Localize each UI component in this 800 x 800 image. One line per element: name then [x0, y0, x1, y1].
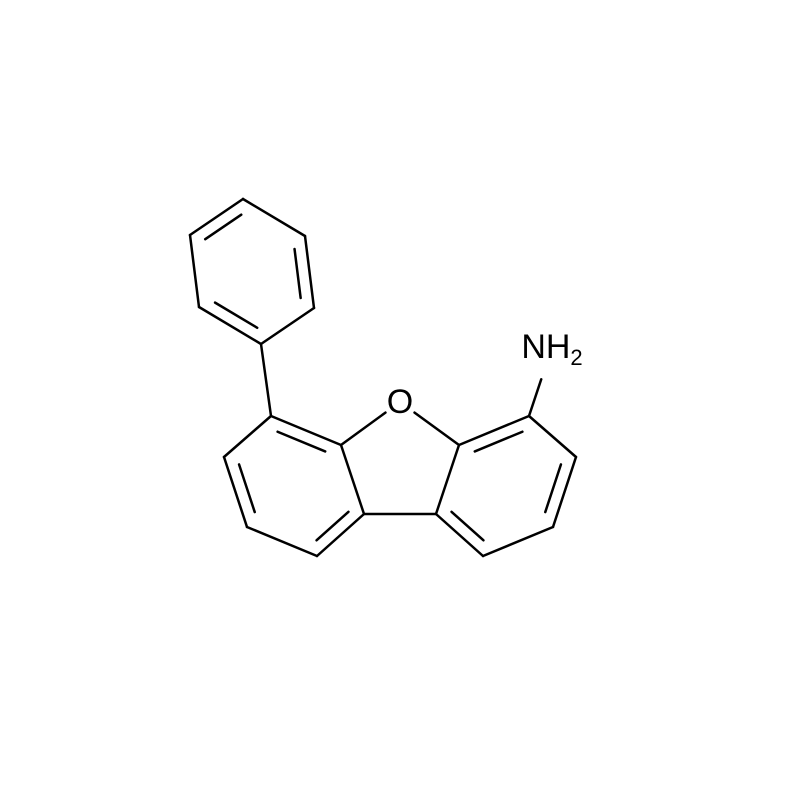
bond-line — [452, 512, 484, 541]
bond-line — [247, 527, 317, 556]
bond-line — [529, 379, 541, 416]
bond-line — [261, 308, 314, 344]
bond-line — [553, 457, 576, 527]
bond-line — [459, 416, 529, 445]
bond-line — [341, 445, 364, 514]
bond-line — [415, 413, 459, 445]
bond-line — [243, 199, 305, 236]
bond-line — [436, 445, 459, 514]
bond-line — [261, 344, 271, 416]
bond-line — [271, 416, 341, 445]
bond-line — [224, 457, 247, 527]
bond-line — [545, 464, 561, 512]
bond-line — [305, 236, 314, 308]
bond-line — [224, 416, 271, 457]
atom-label-N: NH2 — [521, 328, 582, 370]
bond-line — [295, 249, 301, 298]
bond-line — [215, 303, 257, 328]
bond-line — [341, 413, 385, 445]
bond-line — [483, 527, 553, 556]
atom-label-O: O — [387, 383, 413, 421]
bond-line — [317, 512, 349, 541]
bond-line — [190, 199, 243, 235]
bond-line — [239, 464, 255, 512]
molecule-canvas: O NH2 — [0, 0, 800, 800]
bond-line — [529, 416, 576, 457]
bond-line — [205, 215, 241, 239]
bond-line — [190, 235, 199, 307]
